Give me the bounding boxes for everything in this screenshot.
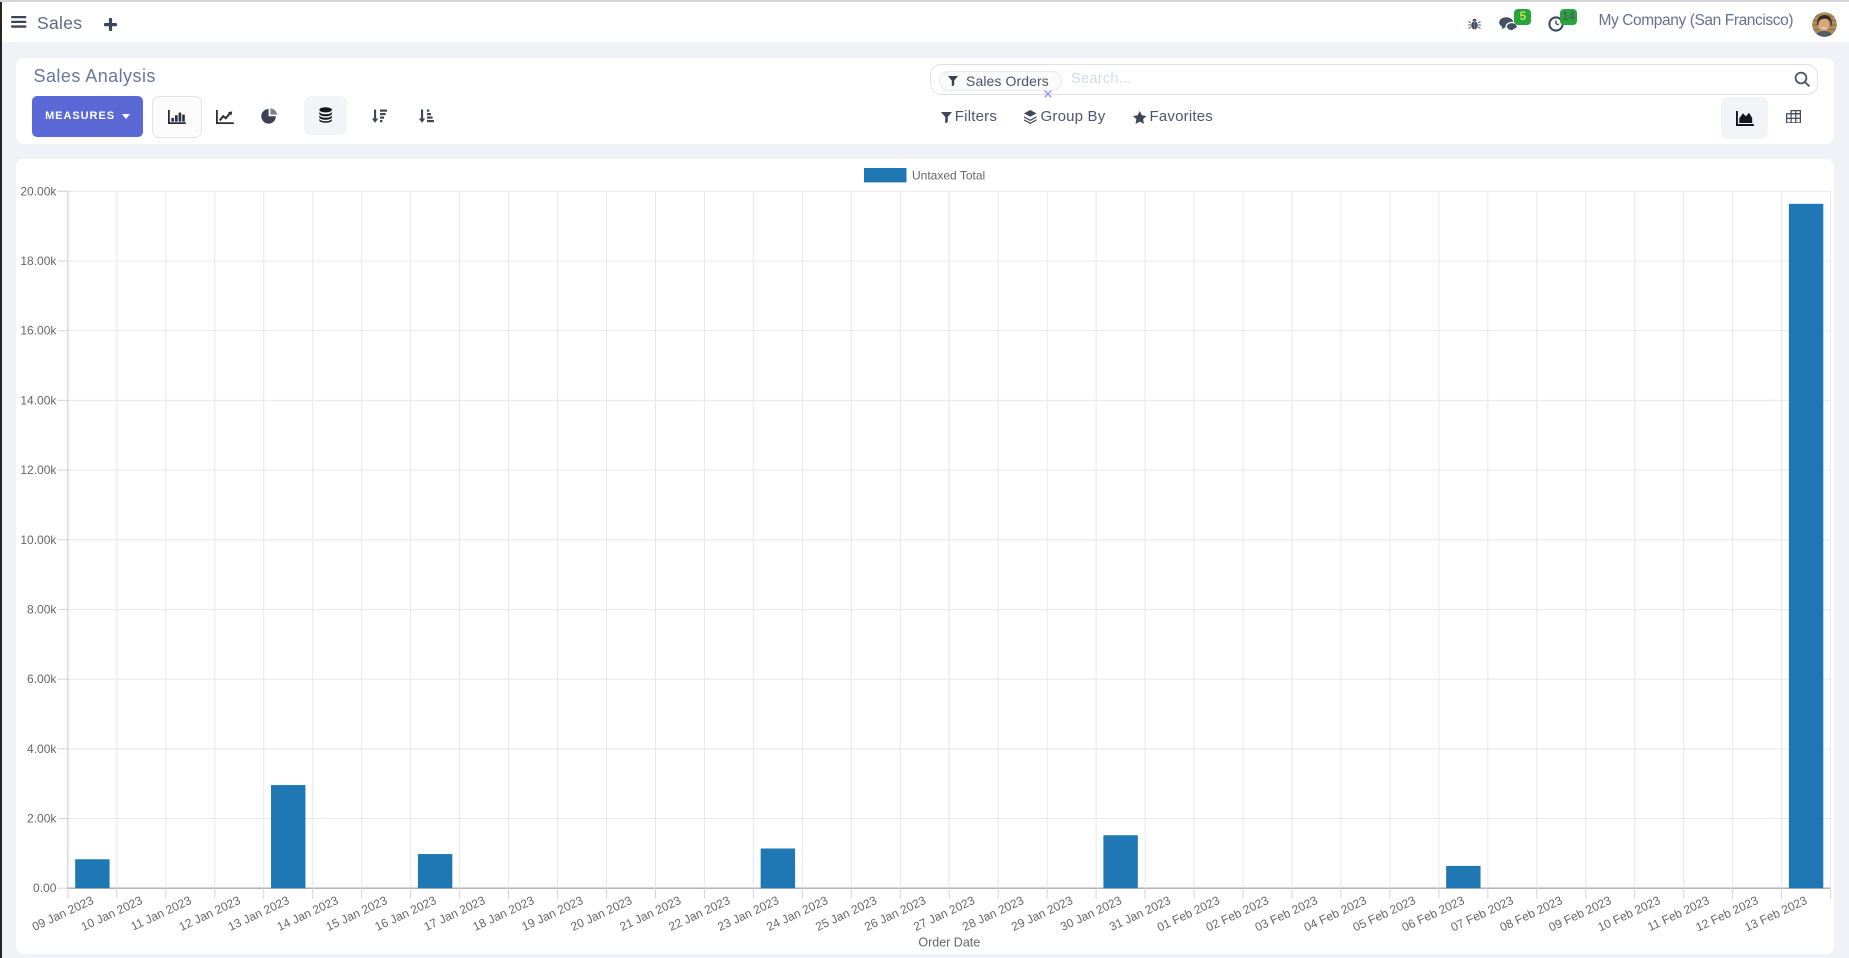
svg-text:Order Date: Order Date	[918, 935, 980, 949]
svg-text:12.00k: 12.00k	[20, 463, 57, 477]
svg-text:16.00k: 16.00k	[20, 324, 57, 338]
svg-text:0.00: 0.00	[33, 881, 57, 895]
svg-text:4.00k: 4.00k	[27, 742, 57, 756]
svg-text:10.00k: 10.00k	[20, 533, 57, 547]
svg-text:Untaxed Total: Untaxed Total	[912, 169, 985, 183]
svg-text:8.00k: 8.00k	[27, 602, 57, 616]
svg-text:20.00k: 20.00k	[20, 184, 57, 198]
svg-text:2.00k: 2.00k	[27, 812, 57, 826]
svg-text:18.00k: 18.00k	[20, 254, 57, 268]
svg-text:14.00k: 14.00k	[20, 393, 57, 407]
svg-text:6.00k: 6.00k	[27, 672, 57, 686]
